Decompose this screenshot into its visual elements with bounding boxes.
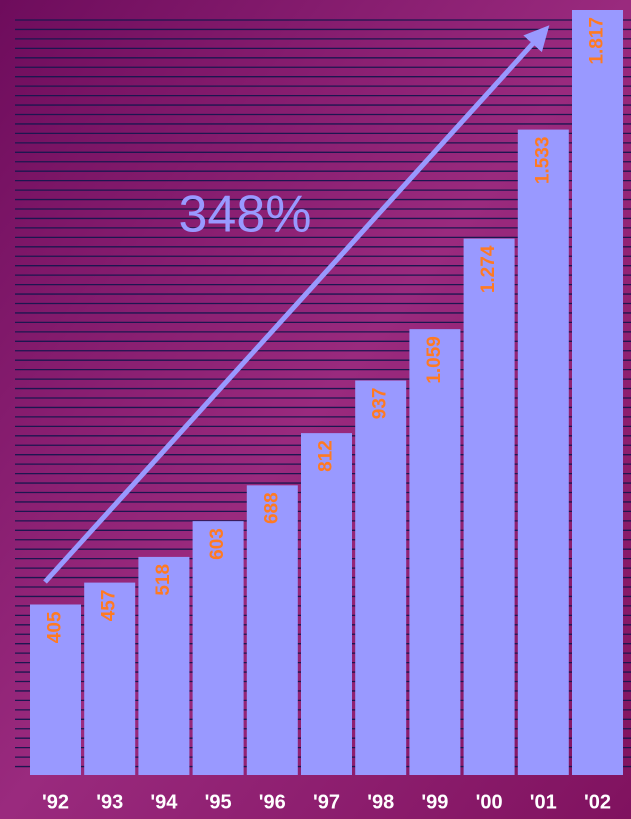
bar [355,380,407,775]
value-label: 1.059 [424,336,445,384]
x-tick-label: '96 [259,791,286,813]
x-tick-label: '98 [367,791,394,813]
x-tick-label: '01 [530,791,557,813]
value-label: 1.533 [532,137,553,185]
bar [246,485,298,775]
growth-arrow [43,25,550,584]
value-label: 405 [45,611,66,643]
value-label: 812 [316,440,337,472]
value-label: 603 [207,528,228,560]
bar [517,129,569,775]
x-tick-label: '92 [42,791,69,813]
value-label: 518 [153,564,174,596]
bar [138,556,190,775]
bar [409,329,461,775]
value-label: 688 [261,492,282,524]
value-label: 937 [370,388,391,420]
x-tick-label: '97 [313,791,340,813]
value-label: 1.274 [478,245,499,293]
x-tick-label: '93 [96,791,123,813]
x-tick-label: '95 [205,791,232,813]
x-tick-label: '99 [421,791,448,813]
x-tick-label: '02 [584,791,611,813]
value-label: 457 [99,590,120,622]
x-tick-label: '00 [476,791,503,813]
bar [572,10,623,775]
x-tick-label: '94 [150,791,178,813]
bar [463,238,515,775]
bar [30,604,81,775]
bar [192,521,244,775]
bar [84,582,136,775]
value-label: 1.817 [587,17,608,65]
bars: 405 '92 457 '93 518 '94 603 '95 688 '96 812 '97 937 '… [30,10,623,813]
annotation: 348% [179,186,312,244]
bar [301,433,352,775]
